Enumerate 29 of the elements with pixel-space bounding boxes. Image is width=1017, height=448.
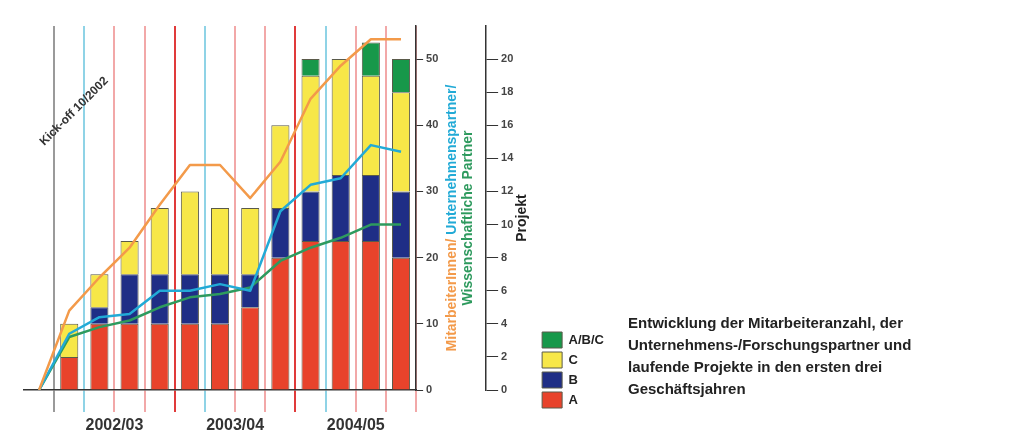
y-tick-label: 0 [426, 383, 433, 396]
legend-label: A [568, 391, 579, 407]
text: MitarbeiterInnen/ [443, 234, 460, 352]
y2-tick-label: 8 [501, 250, 508, 263]
y2-tick-label: 6 [501, 283, 508, 296]
y2-tick-label: 0 [501, 383, 508, 396]
y2-tick-label: 10 [501, 217, 514, 230]
y2-tick-label: 14 [501, 151, 515, 164]
y2-axis-title: Projekt [513, 193, 530, 242]
legend-label: A/B/C [568, 331, 605, 347]
text: Wissenschaftliche Partner [459, 129, 476, 306]
text: Entwicklung der Mitarbeiteranzahl, der Unternehmens-/Forschungspartner und laufende Projekte in den ersten drei Geschäftsjahren [628, 313, 913, 399]
text: 2003/04 [206, 416, 265, 434]
y-tick-label: 10 [426, 316, 439, 329]
text: Unternehmenspartner/ [443, 84, 460, 235]
legend-label: C [568, 351, 579, 367]
y-tick-label: 40 [426, 118, 439, 131]
y2-tick-label: 20 [501, 52, 514, 65]
y2-tick-label: 4 [501, 316, 509, 329]
y2-tick-label: 16 [501, 118, 514, 131]
y2-tick-label: 18 [501, 85, 514, 98]
text: 2004/05 [326, 416, 385, 434]
y2-tick-label: 12 [501, 184, 514, 197]
y-tick-label: 30 [426, 184, 439, 197]
text: 2002/03 [85, 416, 144, 434]
y-tick-label: 20 [426, 250, 439, 263]
legend-label: B [568, 371, 578, 387]
y2-tick-label: 2 [501, 349, 508, 362]
y-tick-label: 50 [426, 52, 439, 65]
